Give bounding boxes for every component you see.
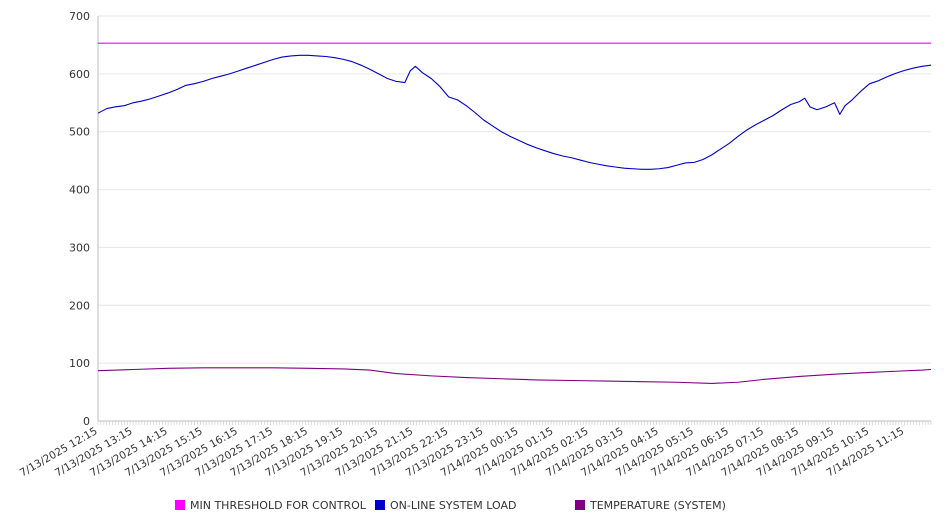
x-axis: 7/13/2025 12:157/13/2025 13:157/13/2025 … — [18, 421, 932, 479]
legend-item-temperature: TEMPERATURE (SYSTEM) — [575, 497, 726, 513]
legend-label-temperature: TEMPERATURE (SYSTEM) — [590, 498, 726, 512]
y-tick-label: 0 — [83, 415, 90, 428]
legend-swatch-temperature — [575, 500, 585, 510]
legend-item-min-threshold: MIN THRESHOLD FOR CONTROL — [175, 497, 366, 513]
y-tick-label: 100 — [69, 357, 90, 370]
legend-label-online-system-load: ON-LINE SYSTEM LOAD — [390, 498, 517, 512]
legend-swatch-min-threshold — [175, 500, 185, 510]
y-axis: 0 100 200 300 400 500 600 700 — [69, 10, 90, 428]
legend: MIN THRESHOLD FOR CONTROL ON-LINE SYSTEM… — [0, 497, 946, 515]
series-line-1 — [97, 54, 932, 170]
legend-label-min-threshold: MIN THRESHOLD FOR CONTROL — [190, 498, 366, 512]
y-tick-label: 500 — [69, 126, 90, 139]
series-lines — [97, 42, 932, 384]
grid-lines — [97, 15, 931, 422]
series-line-2 — [97, 367, 932, 384]
y-tick-label: 600 — [69, 68, 90, 81]
y-tick-label: 300 — [69, 241, 90, 254]
y-tick-label: 400 — [69, 184, 90, 197]
y-tick-label: 700 — [69, 10, 90, 23]
legend-swatch-online-system-load — [375, 500, 385, 510]
y-tick-label: 200 — [69, 299, 90, 312]
legend-item-online-system-load: ON-LINE SYSTEM LOAD — [375, 497, 516, 513]
